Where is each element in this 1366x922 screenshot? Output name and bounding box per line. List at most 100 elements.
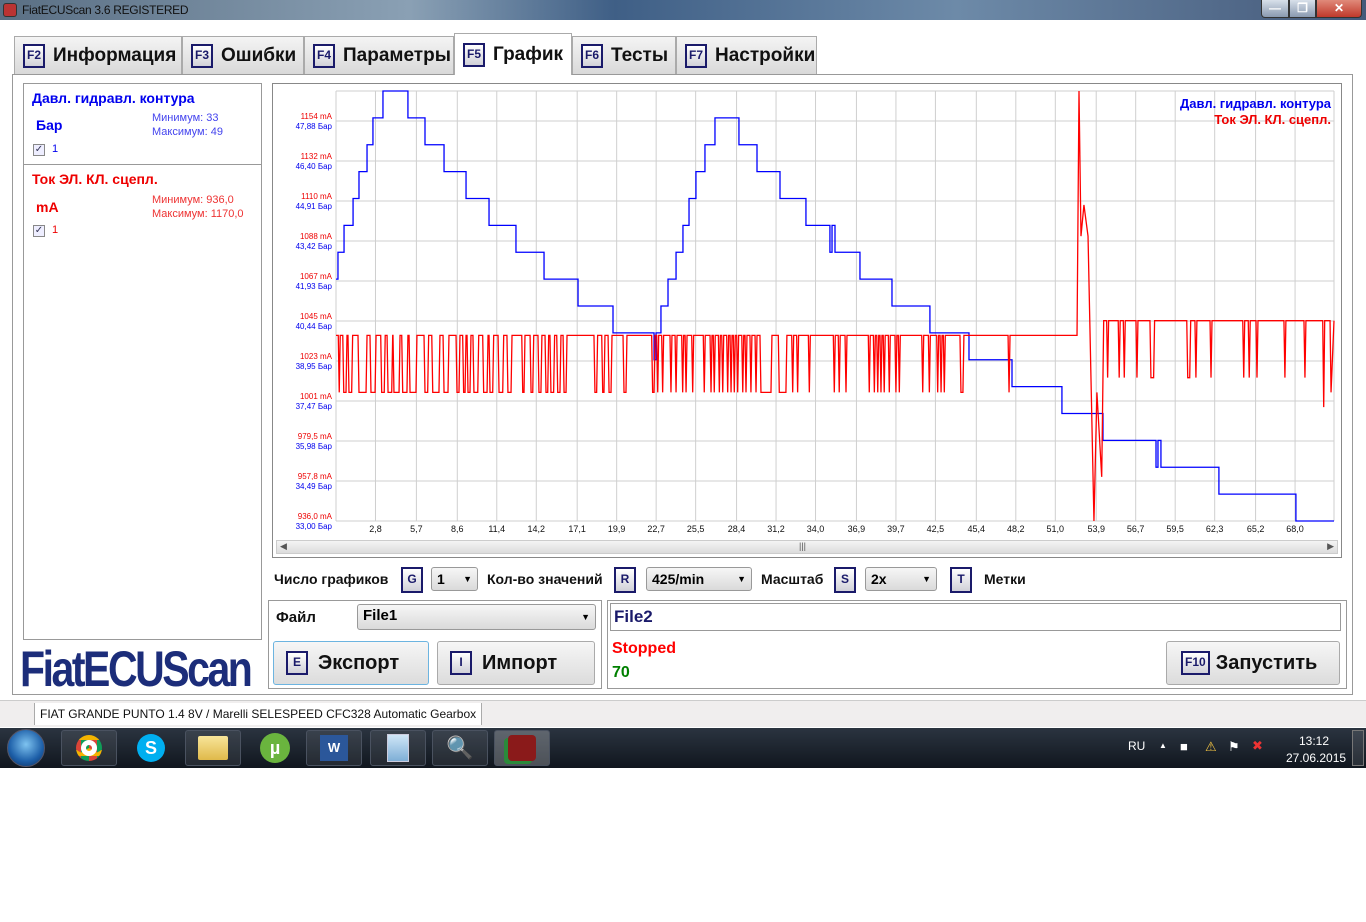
taskbar-calculator[interactable] (370, 730, 426, 766)
taskbar-explorer[interactable] (185, 730, 241, 766)
y-tick-label-blue: 38,95 Бар (296, 362, 333, 371)
scale-select[interactable]: 2x ▼ (865, 567, 937, 591)
tab-tests[interactable]: F6 Тесты (572, 36, 676, 74)
parameter-item-current: Ток ЭЛ. КЛ. сцепл. mA Минимум: 936,0 Мак… (24, 166, 261, 246)
export-button[interactable]: E Экспорт (273, 641, 429, 685)
taskbar-fiatecuscan[interactable] (494, 730, 550, 766)
legend-entry-current: Ток ЭЛ. КЛ. сцепл. (1214, 112, 1331, 127)
taskbar-search-tool[interactable]: 🔍 (432, 730, 488, 766)
graphs-count-select[interactable]: 1 ▼ (431, 567, 478, 591)
show-desktop-button[interactable] (1352, 730, 1364, 766)
values-count-select[interactable]: 425/min ▼ (646, 567, 752, 591)
taskbar-word[interactable]: W (306, 730, 362, 766)
show-hidden-icons[interactable]: ▲ (1159, 741, 1167, 750)
chart-legend: Давл. гидравл. контура Ток ЭЛ. КЛ. сцепл… (1180, 96, 1331, 128)
scroll-thumb-grip[interactable]: ||| (799, 541, 807, 551)
chevron-down-icon: ▼ (922, 574, 931, 584)
parameter-index: 1 (52, 143, 59, 155)
sample-count: 70 (612, 664, 630, 681)
parameter-max: Максимум: 1170,0 (152, 208, 244, 220)
x-tick-label: 8,6 (451, 524, 464, 534)
selected-value: 2x (871, 571, 887, 587)
language-indicator[interactable]: RU (1128, 739, 1146, 753)
selected-value: File1 (363, 607, 398, 624)
clock-time[interactable]: 13:12 (1299, 734, 1330, 748)
tab-label: График (493, 43, 564, 65)
windows-flag-icon[interactable]: ■ (1180, 739, 1188, 754)
tab-label: Настройки (715, 44, 816, 66)
minimize-button[interactable]: — (1261, 0, 1289, 18)
network-warning-icon[interactable]: ⚠ (1205, 739, 1217, 754)
taskbar-skype[interactable]: S (123, 730, 179, 766)
y-tick-label-red: 1001 mA (300, 392, 333, 401)
explorer-icon (198, 736, 228, 760)
selected-value: 1 (437, 571, 445, 587)
start-button[interactable]: F10 Запустить (1166, 641, 1340, 685)
clock-date[interactable]: 27.06.2015 (1286, 751, 1347, 765)
fiatecuscan-logo: FiatECUScan (20, 641, 253, 697)
graphs-count-label: Число графиков (274, 571, 389, 587)
x-tick-label: 2,8 (369, 524, 382, 534)
x-tick-label: 39,7 (887, 524, 905, 534)
tab-info[interactable]: F2 Информация (14, 36, 182, 74)
power-unplugged-icon[interactable]: ✖ (1252, 738, 1263, 753)
tab-parameters[interactable]: F4 Параметры (304, 36, 454, 74)
y-tick-label-red: 1088 mA (300, 232, 333, 241)
chart-scrollbar[interactable]: ◀ ||| ▶ (276, 540, 1338, 554)
y-tick-label-blue: 35,98 Бар (296, 442, 333, 451)
x-tick-label: 14,2 (528, 524, 546, 534)
taskbar-utorrent[interactable]: µ (247, 730, 303, 766)
parameter-checkbox[interactable]: ✓ (33, 144, 45, 156)
window-title: FiatECUScan 3.6 REGISTERED (22, 3, 189, 17)
action-center-flag-icon[interactable]: ⚑ (1228, 739, 1240, 754)
x-tick-label: 11,4 (488, 524, 505, 534)
parameter-checkbox[interactable]: ✓ (33, 225, 45, 237)
scroll-right-icon[interactable]: ▶ (1327, 541, 1334, 551)
x-tick-label: 25,5 (687, 524, 705, 534)
parameter-unit: Бар (36, 117, 63, 133)
file-panel (268, 600, 602, 689)
values-hotkey-button[interactable]: R (614, 567, 636, 593)
y-tick-label-red: 936,0 mA (298, 512, 333, 521)
taskbar: S µ W 🔍 RU ▲ ■ ⚠ ⚑ ✖ 13:12 27.06.2015 (0, 728, 1366, 768)
close-button[interactable]: ✕ (1316, 0, 1362, 18)
import-label: Импорт (482, 651, 558, 674)
calculator-icon (387, 734, 409, 762)
x-tick-label: 34,0 (807, 524, 825, 534)
restore-button[interactable]: ❐ (1289, 0, 1316, 18)
y-tick-label-blue: 44,91 Бар (296, 202, 333, 211)
file2-field[interactable]: File2 (610, 603, 1341, 631)
tab-graph[interactable]: F5 График (454, 33, 572, 75)
y-tick-label-red: 1132 mA (301, 152, 333, 161)
run-status: Stopped (612, 640, 676, 657)
graphs-hotkey-button[interactable]: G (401, 567, 423, 593)
key-badge: F3 (191, 43, 214, 68)
parameter-name: Ток ЭЛ. КЛ. сцепл. (32, 171, 158, 187)
values-count-label: Кол-во значений (487, 571, 603, 587)
app-icon (3, 3, 17, 17)
chart-frame: 1154 mA 47,88 Бар 1132 mA 46,40 Бар 1110 mA 4… (272, 83, 1342, 558)
chevron-down-icon: ▼ (737, 574, 746, 584)
x-tick-label: 65,2 (1247, 524, 1265, 534)
scale-hotkey-button[interactable]: S (834, 567, 856, 593)
tab-settings[interactable]: F7 Настройки (676, 36, 817, 74)
x-tick-label: 36,9 (848, 524, 866, 534)
y-tick-label-blue: 46,40 Бар (296, 162, 333, 171)
x-tick-label: 28,4 (728, 524, 746, 534)
taskbar-chrome[interactable] (61, 730, 117, 766)
import-button[interactable]: I Импорт (437, 641, 595, 685)
y-tick-label-blue: 43,42 Бар (296, 242, 333, 251)
scroll-left-icon[interactable]: ◀ (280, 541, 287, 551)
tab-errors[interactable]: F3 Ошибки (182, 36, 304, 74)
x-tick-label: 5,7 (410, 524, 423, 534)
marks-hotkey-button[interactable]: T (950, 567, 972, 593)
y-tick-label-red: 1023 mA (300, 352, 333, 361)
parameter-item-pressure: Давл. гидравл. контура Бар Минимум: 33 М… (24, 84, 261, 165)
start-button[interactable] (7, 729, 45, 767)
selected-value: 425/min (652, 571, 705, 587)
file-select[interactable]: File1 ▼ (357, 604, 596, 630)
search-tool-icon: 🔍 (446, 735, 474, 760)
x-tick-label: 59,5 (1166, 524, 1184, 534)
y-tick-label-blue: 33,00 Бар (296, 522, 333, 531)
